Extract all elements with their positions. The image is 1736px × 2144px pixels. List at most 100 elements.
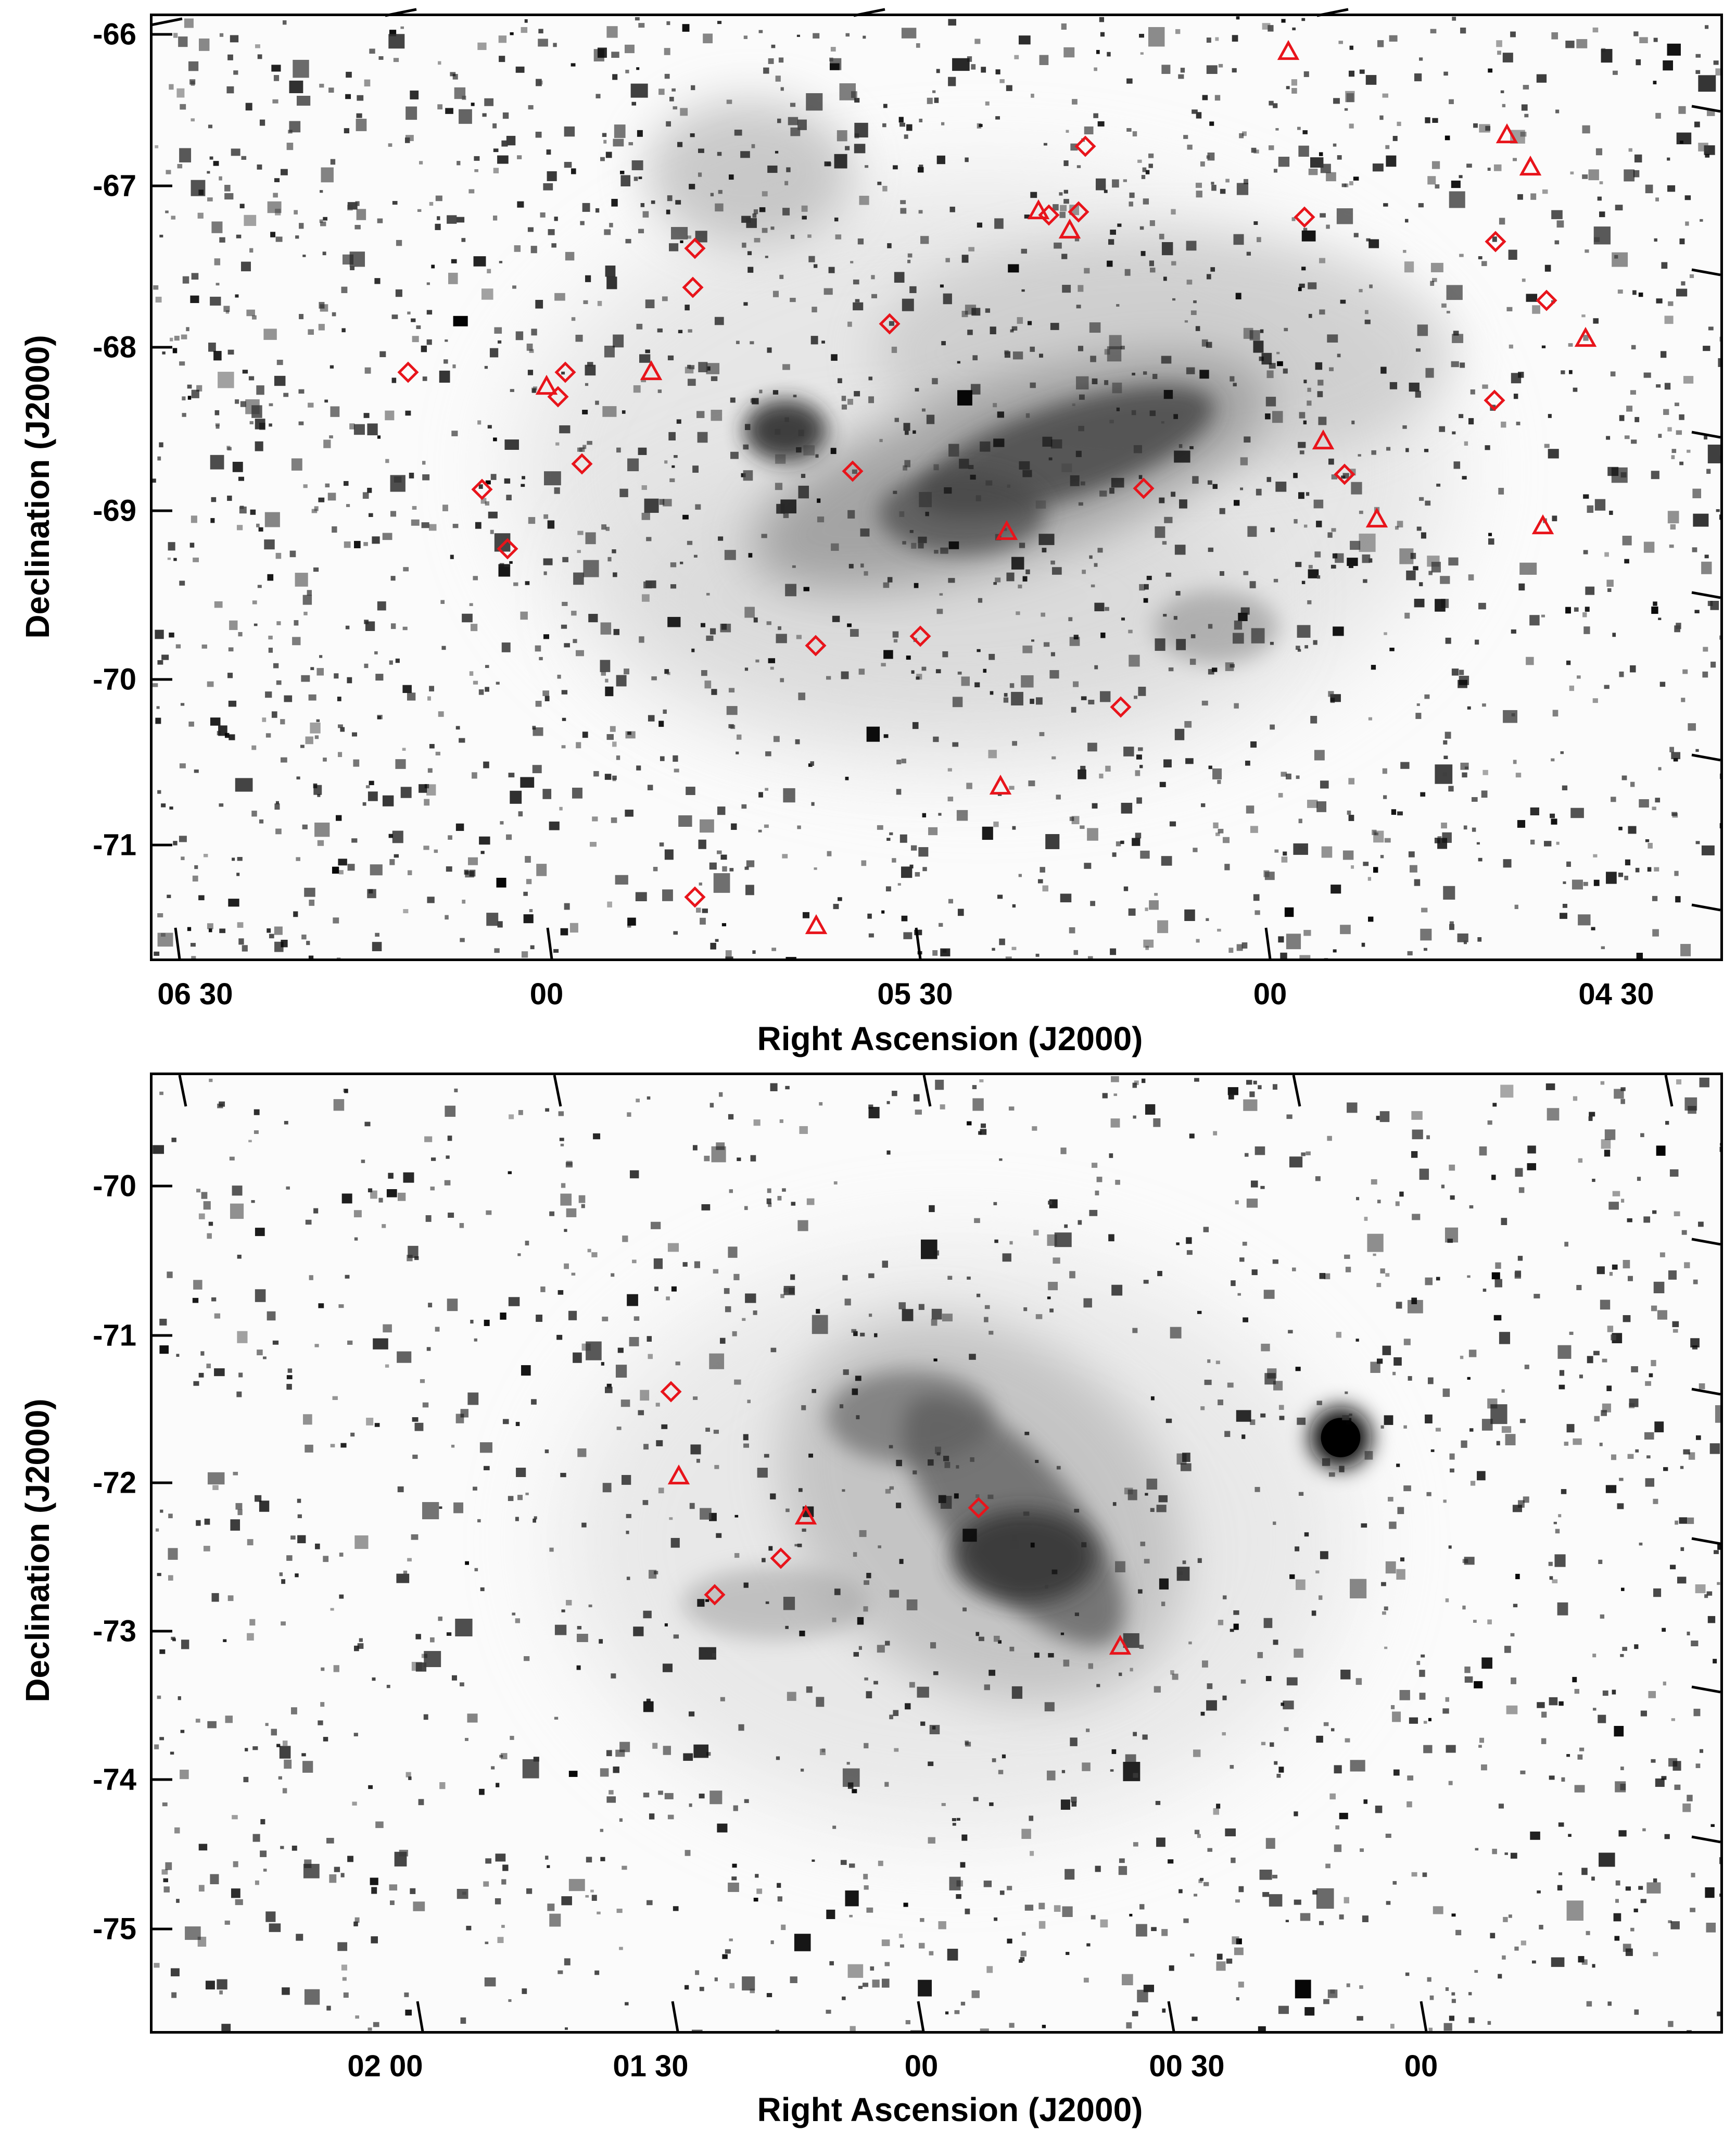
star-speck	[347, 677, 352, 684]
star-speck	[1149, 410, 1156, 417]
star-speck	[1095, 1190, 1099, 1195]
star-speck	[332, 526, 337, 533]
star-speck	[487, 425, 492, 429]
star-speck	[1310, 715, 1317, 724]
star-speck	[1586, 1931, 1590, 1935]
star-speck	[1653, 1498, 1658, 1504]
star-speck	[1695, 1584, 1706, 1594]
star-speck	[1628, 148, 1632, 152]
star-speck	[1408, 851, 1415, 857]
star-speck	[369, 48, 375, 54]
star-speck	[219, 33, 224, 37]
star-speck	[1054, 1905, 1061, 1912]
star-speck	[607, 901, 612, 907]
star-speck	[1335, 1825, 1340, 1830]
star-speck	[933, 464, 939, 471]
star-speck	[968, 247, 974, 251]
star-speck	[1048, 1282, 1058, 1291]
star-speck	[524, 19, 528, 23]
star-speck	[669, 96, 674, 102]
star-speck	[1154, 893, 1158, 896]
star-speck	[173, 558, 177, 561]
star-speck	[593, 771, 599, 777]
star-speck	[751, 144, 755, 148]
star-speck	[1611, 467, 1628, 483]
star-speck	[1196, 191, 1202, 198]
star-speck	[671, 1286, 677, 1292]
star-speck	[483, 761, 489, 768]
star-speck	[928, 1837, 935, 1844]
star-speck	[517, 155, 522, 159]
star-speck	[1530, 807, 1539, 816]
star-speck	[196, 1520, 201, 1526]
star-speck	[588, 614, 598, 623]
star-speck	[904, 134, 908, 139]
star-speck	[913, 430, 916, 434]
star-speck	[1070, 1737, 1078, 1746]
star-speck	[616, 447, 621, 453]
star-speck	[1011, 557, 1024, 570]
star-speck	[1071, 1796, 1077, 1802]
tick-mark	[853, 8, 885, 17]
star-speck	[775, 2029, 779, 2031]
star-speck	[1713, 1659, 1717, 1663]
star-speck	[344, 541, 351, 548]
star-speck	[1610, 371, 1616, 376]
star-speck	[1169, 821, 1176, 827]
star-speck	[1618, 826, 1623, 830]
star-speck	[901, 866, 913, 878]
star-speck	[1382, 768, 1387, 774]
star-speck	[1586, 2001, 1592, 2007]
star-speck	[819, 1102, 823, 1106]
star-speck	[1350, 540, 1361, 550]
star-speck	[1444, 135, 1450, 141]
star-speck	[759, 207, 766, 212]
star-speck	[517, 1253, 521, 1256]
star-speck	[777, 118, 781, 123]
star-speck	[170, 1968, 180, 1976]
star-speck	[1344, 108, 1348, 111]
star-speck	[1222, 1732, 1226, 1736]
star-speck	[1414, 73, 1422, 82]
star-speck	[1078, 346, 1084, 351]
smc-dec-tick: -73	[93, 1614, 136, 1648]
star-speck	[1384, 1606, 1388, 1611]
star-speck	[1370, 1361, 1380, 1373]
star-speck	[426, 784, 436, 796]
star-speck	[738, 1724, 744, 1731]
star-speck	[873, 1681, 878, 1685]
star-speck	[602, 133, 607, 137]
star-speck	[367, 423, 378, 436]
star-speck	[1259, 1869, 1272, 1880]
star-speck	[1063, 190, 1068, 194]
star-speck	[343, 481, 349, 486]
star-speck	[1390, 2024, 1395, 2029]
star-speck	[1577, 675, 1581, 679]
star-speck	[206, 1364, 211, 1369]
star-speck	[187, 384, 192, 389]
star-speck	[477, 420, 481, 425]
star-speck	[1407, 1300, 1423, 1314]
star-speck	[1303, 420, 1307, 425]
star-speck	[1198, 1879, 1203, 1883]
star-speck	[1236, 183, 1249, 195]
star-speck	[1527, 1163, 1536, 1170]
star-speck	[725, 956, 733, 959]
star-speck	[768, 58, 774, 64]
star-speck	[613, 629, 620, 635]
star-speck	[701, 670, 707, 676]
star-speck	[403, 1172, 414, 1183]
star-speck	[211, 1593, 219, 1602]
star-speck	[884, 1962, 890, 1966]
triangle-marker	[1496, 123, 1518, 144]
star-speck	[1553, 1521, 1557, 1524]
star-speck	[265, 1723, 269, 1726]
star-speck	[1689, 274, 1694, 279]
star-speck	[1620, 1767, 1624, 1771]
star-speck	[601, 1362, 604, 1366]
star-speck	[699, 1793, 705, 1799]
star-speck	[1402, 425, 1407, 429]
star-speck	[670, 562, 677, 567]
star-speck	[1368, 239, 1379, 248]
star-speck	[931, 1319, 937, 1326]
